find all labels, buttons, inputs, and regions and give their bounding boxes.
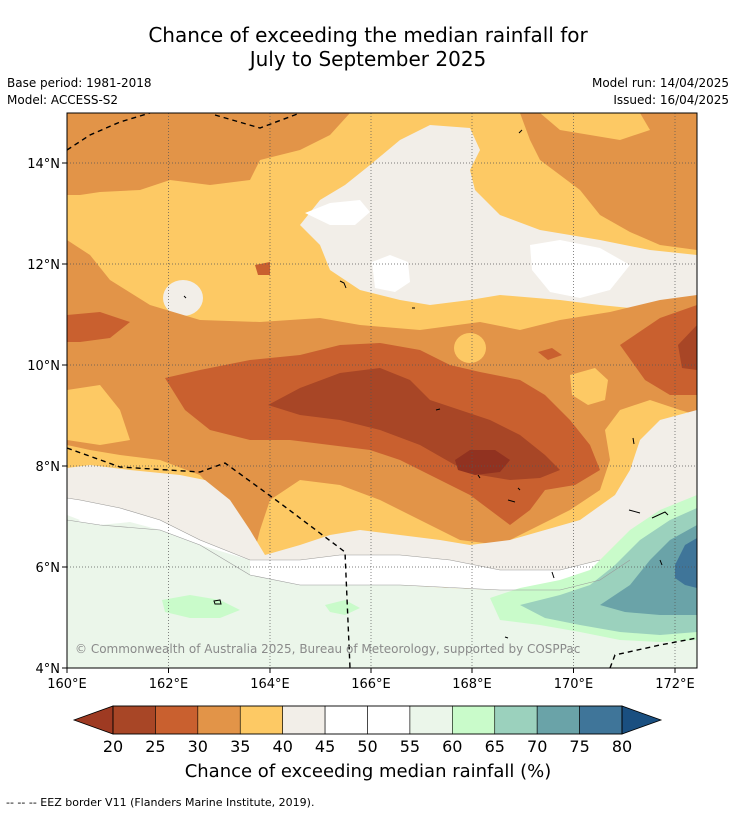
band-25-30-dot bbox=[538, 348, 562, 360]
colorbar-segment bbox=[112, 705, 156, 735]
lon-label: 170°E bbox=[554, 677, 594, 692]
colorbar-label: 65 bbox=[485, 737, 505, 756]
map-title-line-2: July to September 2025 bbox=[249, 47, 487, 71]
lat-label: 4°N bbox=[36, 662, 61, 677]
colorbar-label: 55 bbox=[400, 737, 420, 756]
colorbar-label: 60 bbox=[442, 737, 462, 756]
colorbar-segment bbox=[155, 705, 199, 735]
colorbar-segment bbox=[324, 705, 368, 735]
band-40-45-south bbox=[67, 410, 697, 570]
band-60-65-mid-patch bbox=[325, 600, 360, 615]
map-title-line-1: Chance of exceeding the median rainfall … bbox=[148, 23, 588, 47]
colorbar-segment bbox=[536, 705, 580, 735]
island-outlines bbox=[183, 129, 669, 639]
lon-label: 166°E bbox=[351, 677, 391, 692]
band-55-60-edge bbox=[67, 515, 80, 528]
band-below-20-core bbox=[455, 450, 510, 475]
colorbar-segment bbox=[452, 705, 496, 735]
plot-frame bbox=[66, 112, 698, 669]
colorbar-label: 70 bbox=[527, 737, 547, 756]
colorbar-segment bbox=[239, 705, 283, 735]
colorbar-segment bbox=[282, 705, 326, 735]
lat-label: 14°N bbox=[27, 157, 60, 172]
graticule bbox=[67, 113, 697, 668]
lon-label: 162°E bbox=[149, 677, 189, 692]
issued-date: Issued: 16/04/2025 bbox=[613, 93, 729, 107]
colorbar-segment bbox=[367, 705, 411, 735]
lon-label: 172°E bbox=[655, 677, 695, 692]
band-25-30-west-bar bbox=[67, 312, 130, 342]
lat-label: 10°N bbox=[27, 359, 60, 374]
colorbar-title: Chance of exceeding median rainfall (%) bbox=[184, 761, 552, 782]
band-35-40-east-patch bbox=[570, 368, 608, 405]
colorbar-segment bbox=[197, 705, 241, 735]
colorbar-segment bbox=[409, 705, 453, 735]
lat-label: 6°N bbox=[36, 561, 61, 576]
band-30-35-northwest bbox=[67, 113, 350, 195]
model-name: Model: ACCESS-S2 bbox=[7, 93, 119, 107]
lon-label: 160°E bbox=[47, 677, 87, 692]
band-70-75-east bbox=[600, 525, 697, 615]
eez-border bbox=[67, 113, 697, 668]
colorbar-label: 35 bbox=[230, 737, 250, 756]
colorbar-segment bbox=[494, 705, 538, 735]
band-75-80-east bbox=[675, 538, 697, 588]
band-25-30-central bbox=[165, 343, 600, 525]
colorbar-label: 25 bbox=[145, 737, 165, 756]
colorbar-over-arrow bbox=[621, 705, 663, 735]
colorbar-label: 20 bbox=[103, 737, 123, 756]
band-35-40-north-lobe bbox=[540, 113, 650, 140]
base-period: Base period: 1981-2018 bbox=[7, 76, 152, 90]
colorbar-label: 75 bbox=[569, 737, 589, 756]
colorbar-label: 80 bbox=[612, 737, 632, 756]
band-35-40-east-blob bbox=[454, 333, 486, 363]
band-40-45-small bbox=[163, 280, 203, 316]
colorbar-label: 45 bbox=[315, 737, 335, 756]
model-run-date: Model run: 14/04/2025 bbox=[591, 76, 729, 90]
colorbar-segment bbox=[579, 705, 623, 735]
colorbar-label: 50 bbox=[357, 737, 377, 756]
axis-ticks bbox=[62, 162, 676, 673]
colorbar: 20 25 30 35 40 45 50 55 60 65 70 75 80 bbox=[72, 705, 663, 756]
lon-label: 164°E bbox=[250, 677, 290, 692]
band-35-40-islet bbox=[102, 193, 142, 223]
lat-label: 8°N bbox=[36, 460, 61, 475]
band-45-50-patch-a bbox=[305, 200, 370, 225]
colorbar-under-arrow bbox=[72, 705, 114, 735]
latitude-labels: 14°N 12°N 10°N 8°N 6°N 4°N bbox=[27, 157, 60, 677]
longitude-labels: 160°E 162°E 164°E 166°E 168°E 170°E 172°… bbox=[47, 677, 695, 692]
band-55-60-south bbox=[67, 520, 697, 668]
colorbar-label: 30 bbox=[188, 737, 208, 756]
band-25-30-west-dot bbox=[255, 262, 270, 275]
lat-label: 12°N bbox=[27, 258, 60, 273]
band-45-50-patch-c bbox=[530, 240, 630, 298]
contour-fields bbox=[67, 113, 697, 668]
band-35-40-west-lobe bbox=[67, 385, 130, 445]
band-30-35-northeast bbox=[520, 113, 697, 250]
band-20-25-east bbox=[678, 325, 697, 370]
contour-lines bbox=[67, 497, 631, 591]
copyright-notice: © Commonwealth of Australia 2025, Bureau… bbox=[75, 642, 580, 656]
colorbar-frame bbox=[112, 705, 623, 735]
colorbar-labels: 20 25 30 35 40 45 50 55 60 65 70 75 80 bbox=[103, 737, 632, 756]
band-25-30-east bbox=[620, 305, 697, 395]
eez-footnote: -- -- -- EEZ border V11 (Flanders Marine… bbox=[6, 796, 315, 809]
lon-label: 168°E bbox=[452, 677, 492, 692]
colorbar-label: 40 bbox=[273, 737, 293, 756]
